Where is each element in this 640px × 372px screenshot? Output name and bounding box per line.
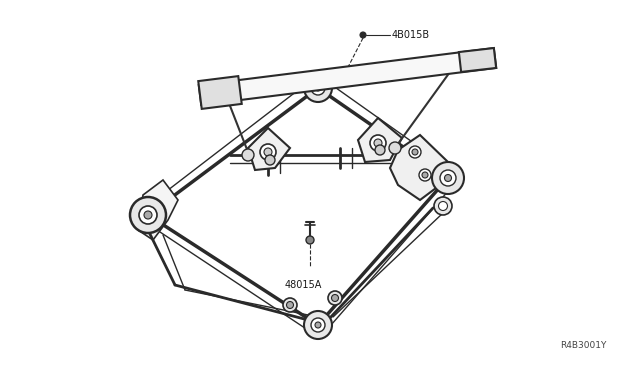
Circle shape	[360, 32, 366, 38]
Circle shape	[450, 60, 460, 70]
Circle shape	[265, 155, 275, 165]
Circle shape	[283, 298, 297, 312]
Circle shape	[315, 85, 321, 91]
Circle shape	[412, 149, 418, 155]
Circle shape	[419, 169, 431, 181]
Polygon shape	[248, 128, 290, 170]
Circle shape	[130, 197, 166, 233]
Circle shape	[332, 295, 339, 301]
Circle shape	[409, 146, 421, 158]
Ellipse shape	[265, 81, 283, 90]
Circle shape	[422, 172, 428, 178]
Polygon shape	[138, 180, 178, 240]
Circle shape	[242, 149, 254, 161]
Polygon shape	[198, 76, 242, 109]
Text: 4B015B: 4B015B	[392, 30, 430, 40]
Polygon shape	[358, 118, 402, 162]
Text: R4B3001Y: R4B3001Y	[560, 340, 606, 350]
Circle shape	[370, 135, 386, 151]
Circle shape	[434, 197, 452, 215]
Circle shape	[311, 318, 325, 332]
Polygon shape	[199, 48, 496, 105]
Circle shape	[389, 142, 401, 154]
Circle shape	[311, 81, 325, 95]
Circle shape	[304, 311, 332, 339]
Circle shape	[432, 162, 464, 194]
Circle shape	[287, 301, 294, 308]
Circle shape	[144, 211, 152, 219]
Ellipse shape	[412, 63, 430, 71]
Circle shape	[374, 139, 382, 147]
Circle shape	[328, 291, 342, 305]
Circle shape	[264, 148, 272, 156]
Ellipse shape	[301, 77, 319, 85]
Circle shape	[220, 88, 230, 98]
Polygon shape	[459, 48, 496, 72]
Circle shape	[445, 174, 451, 182]
Circle shape	[375, 145, 385, 155]
Circle shape	[260, 144, 276, 160]
Circle shape	[304, 74, 332, 102]
Polygon shape	[390, 135, 448, 200]
Ellipse shape	[339, 73, 356, 81]
Circle shape	[315, 322, 321, 328]
Circle shape	[139, 206, 157, 224]
Circle shape	[438, 202, 447, 211]
Ellipse shape	[376, 68, 394, 76]
Circle shape	[440, 170, 456, 186]
Text: 48015A: 48015A	[285, 280, 323, 290]
Circle shape	[306, 236, 314, 244]
